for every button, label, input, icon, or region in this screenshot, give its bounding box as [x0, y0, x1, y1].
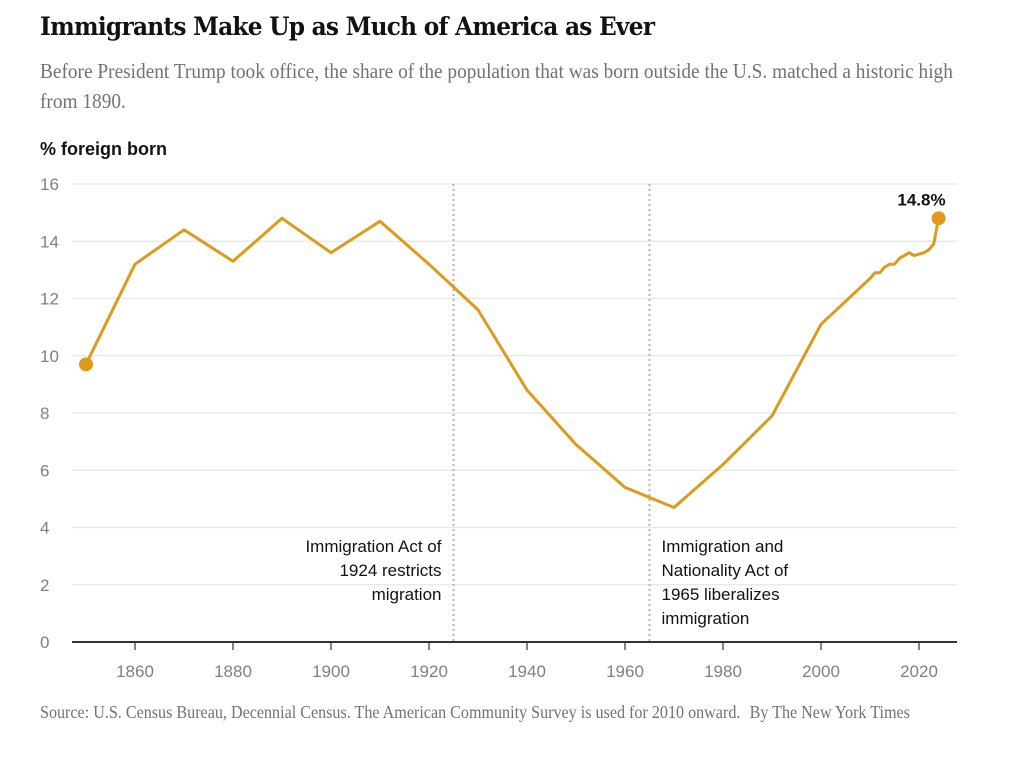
chart-title: Immigrants Make Up as Much of America as… — [40, 12, 655, 41]
annotation-text: 1924 restricts — [339, 561, 441, 580]
x-axis: 1860 1880 1900 1920 1940 1960 1980 2000 2020 — [72, 641, 957, 681]
x-tick-label: 1940 — [508, 662, 546, 681]
series-line — [84, 216, 941, 509]
x-tick-label: 1920 — [410, 662, 448, 681]
y-tick-label: 8 — [40, 404, 49, 423]
x-tick-label: 1980 — [704, 662, 742, 681]
end-point — [931, 211, 946, 226]
annotation-text: immigration — [662, 609, 750, 628]
series-group: 14.8% — [79, 190, 946, 509]
y-tick-label: 4 — [40, 519, 49, 538]
byline: By The New York Times — [749, 702, 910, 722]
annotations: Immigration Act of 1924 restricts migratio… — [305, 537, 788, 628]
x-tick-label: 1860 — [116, 662, 154, 681]
x-tick-label: 2020 — [900, 662, 938, 681]
y-tick-label: 12 — [40, 290, 59, 309]
x-tick-label: 1880 — [214, 662, 252, 681]
y-axis-title: % foreign born — [40, 139, 167, 159]
annotation-text: migration — [372, 585, 442, 604]
y-tick-label: 2 — [40, 576, 49, 595]
y-axis-ticks: 0 2 4 6 8 10 12 14 16 — [40, 175, 59, 652]
gridlines — [72, 183, 957, 586]
source-note: Source: U.S. Census Bureau, Decennial Ce… — [40, 700, 960, 725]
start-point — [79, 357, 93, 372]
source-text: Source: U.S. Census Bureau, Decennial Ce… — [40, 702, 741, 722]
y-tick-label: 6 — [40, 461, 49, 480]
x-tick-label: 1960 — [606, 662, 644, 681]
annotation-text: Nationality Act of — [662, 561, 789, 580]
end-value-label: 14.8% — [897, 190, 945, 209]
annotation-text: 1965 liberalizes — [662, 585, 780, 604]
chart-subtitle: Before President Trump took office, the … — [40, 59, 953, 113]
annotation-text: Immigration Act of — [305, 537, 441, 556]
x-tick-label: 2000 — [802, 662, 840, 681]
annotation-text: Immigration and — [662, 537, 784, 556]
line-chart: 0 2 4 6 8 10 12 14 16 1860 1880 1900 1920 1940 1960 19… — [40, 175, 957, 681]
annotation-lines — [452, 184, 651, 642]
x-tick-label: 1900 — [312, 662, 350, 681]
y-tick-label: 10 — [40, 347, 59, 366]
y-tick-label: 14 — [40, 232, 59, 251]
y-tick-label: 0 — [40, 633, 49, 652]
y-tick-label: 16 — [40, 175, 59, 194]
